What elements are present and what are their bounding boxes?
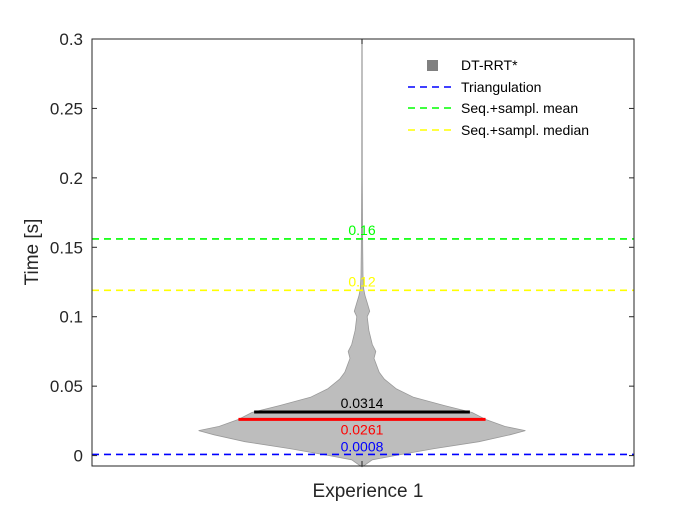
y-tick-label-2: 0.1 [59, 308, 83, 327]
median-value-label: 0.0261 [341, 421, 384, 437]
legend-label-triangulation: Triangulation [461, 79, 541, 95]
plot-frame [91, 38, 635, 467]
y-axis: 0 0.05 0.1 0.15 0.2 0.25 0.3 [50, 30, 634, 466]
y-tick-label-5: 0.25 [50, 99, 83, 118]
legend: DT-RRT* Triangulation Seq.+sampl. mean S… [408, 57, 589, 138]
legend-label-seq-median: Seq.+sampl. median [461, 122, 589, 138]
y-tick-label-3: 0.15 [50, 238, 83, 257]
legend-label-seq-mean: Seq.+sampl. mean [461, 100, 578, 116]
x-tick-label: Experience 1 [313, 481, 424, 502]
mean-value-label: 0.0314 [341, 395, 384, 411]
legend-swatch-dt-rrt [427, 60, 438, 71]
reference-value-label-2: 0.12 [348, 273, 375, 289]
reference-value-label-0: 0.0008 [341, 438, 384, 454]
y-axis-label: Time [s] [22, 219, 43, 286]
y-tick-label-6: 0.3 [59, 30, 83, 49]
stats-layer [238, 410, 486, 421]
reference-value-label-1: 0.16 [348, 222, 375, 238]
y-tick-label-4: 0.2 [59, 169, 83, 188]
y-tick-label-0: 0 [74, 447, 83, 466]
reference-lines [92, 238, 634, 456]
y-tick-label-1: 0.05 [50, 377, 83, 396]
legend-label-dt-rrt: DT-RRT* [461, 57, 518, 73]
